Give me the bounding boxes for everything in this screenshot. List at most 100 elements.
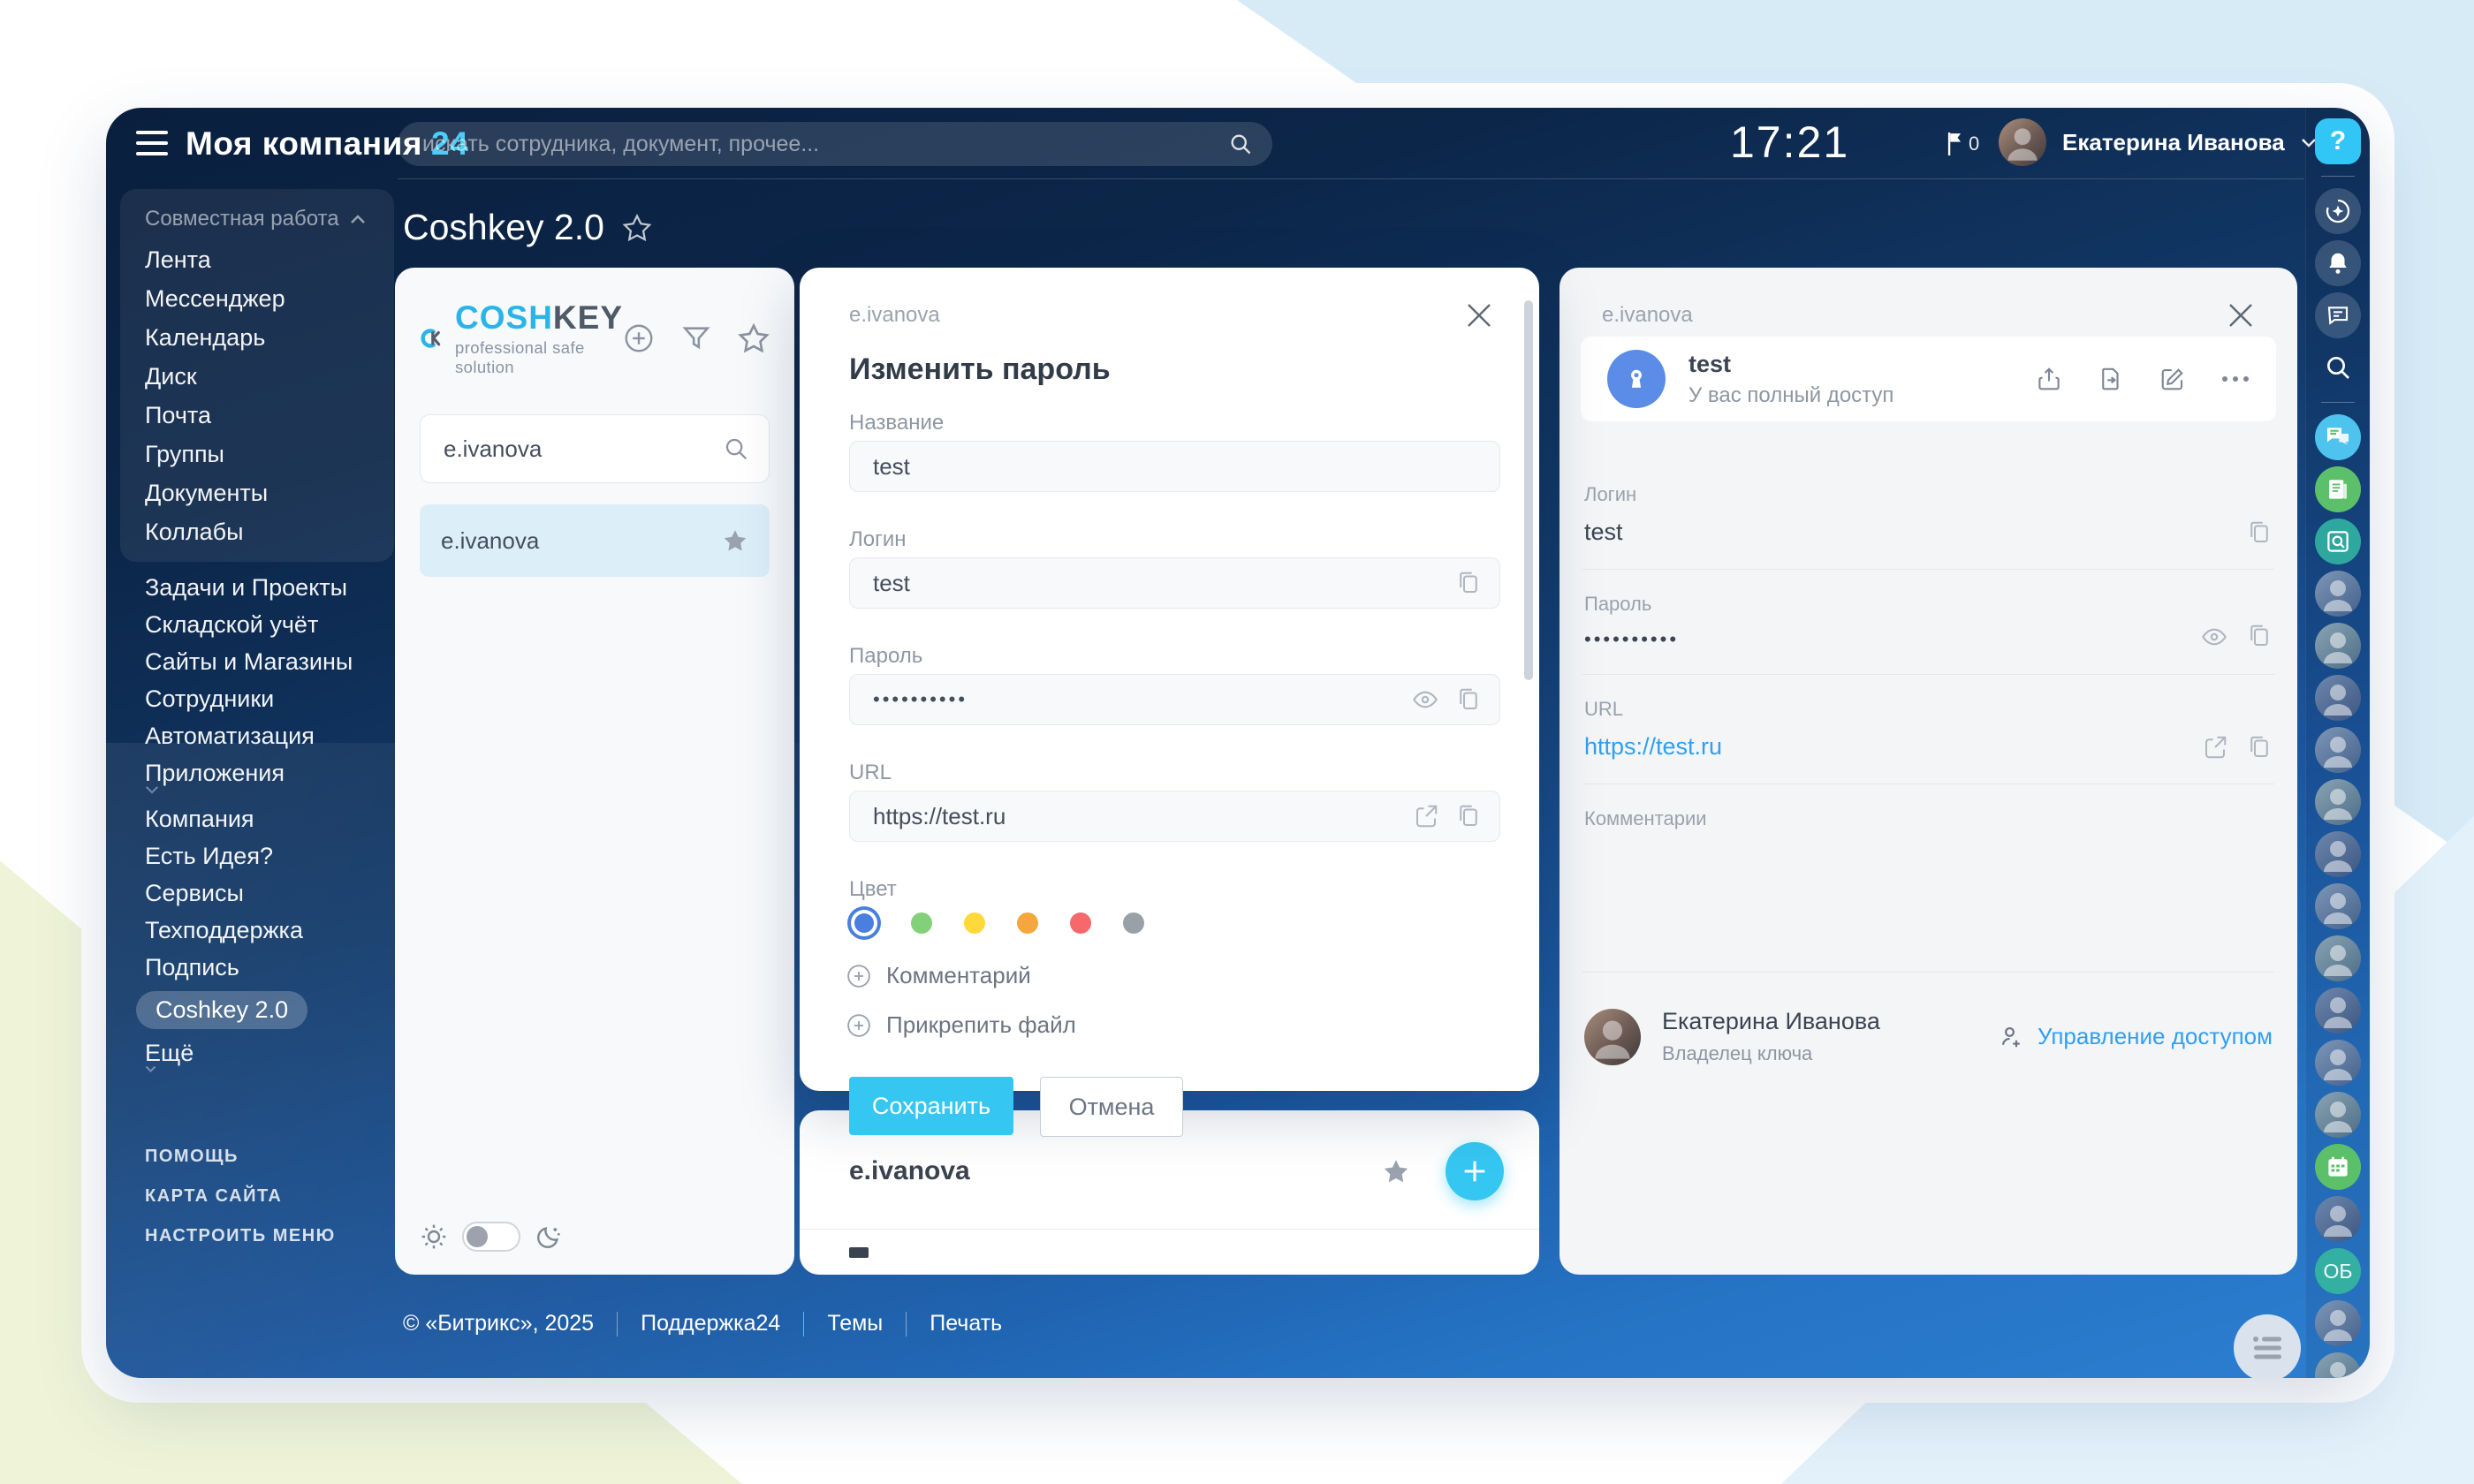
sidebar-item-feed[interactable]: Лента [145, 246, 211, 273]
sidebar-item-disk[interactable]: Диск [145, 363, 197, 390]
sidebar-item-employees[interactable]: Сотрудники [145, 685, 275, 712]
add-key-button[interactable] [1446, 1142, 1504, 1200]
rail-avatar[interactable] [2315, 1040, 2361, 1086]
color-option-red[interactable] [1070, 912, 1091, 934]
filter-icon[interactable] [681, 323, 711, 353]
name-input[interactable] [850, 452, 1499, 481]
starred-icon[interactable] [722, 528, 748, 553]
help-button[interactable]: ? [2315, 118, 2361, 164]
sidebar-item-automation[interactable]: Автоматизация [145, 723, 315, 749]
copilot-ai-icon[interactable] [2315, 188, 2361, 234]
save-button[interactable]: Сохранить [849, 1077, 1013, 1135]
sidebar-link-configure-menu[interactable]: НАСТРОИТЬ МЕНЮ [145, 1226, 336, 1246]
flag-counter[interactable]: 0 [1946, 132, 1979, 155]
color-option-orange[interactable] [1017, 912, 1038, 934]
rail-avatar[interactable] [2315, 883, 2361, 929]
copy-icon[interactable] [2246, 734, 2273, 761]
open-link-icon[interactable] [2202, 734, 2228, 761]
footer-link-support[interactable]: Поддержка24 [641, 1311, 781, 1336]
color-option-yellow[interactable] [964, 912, 985, 934]
color-option-blue-selected[interactable] [854, 913, 874, 933]
copy-icon[interactable] [1455, 686, 1482, 713]
sidebar-link-help[interactable]: ПОМОЩЬ [145, 1147, 239, 1166]
rail-avatar[interactable] [2315, 1196, 2361, 1242]
color-option-green[interactable] [911, 912, 932, 934]
footer-link-themes[interactable]: Темы [827, 1311, 884, 1336]
password-input[interactable] [850, 688, 1411, 711]
search-icon[interactable] [1228, 132, 1253, 156]
sidebar-item-support[interactable]: Техподдержка [145, 917, 303, 943]
dark-theme-icon[interactable] [535, 1223, 563, 1251]
sidebar-item-tasks[interactable]: Задачи и Проекты [145, 574, 348, 601]
theme-toggle[interactable] [462, 1222, 520, 1252]
add-comment-link[interactable]: Комментарий [846, 962, 1031, 989]
rail-avatar[interactable] [2315, 1092, 2361, 1138]
rail-avatar[interactable] [2315, 779, 2361, 825]
manage-access-link[interactable]: Управление доступом [1999, 1023, 2273, 1050]
favorites-filter-icon[interactable] [738, 323, 770, 353]
notifications-bell-icon[interactable] [2315, 240, 2361, 286]
sidebar-link-sitemap[interactable]: КАРТА САЙТА [145, 1186, 283, 1206]
global-search-input[interactable] [398, 131, 1228, 157]
show-password-icon[interactable] [2200, 623, 2228, 651]
rail-search-icon[interactable] [2315, 344, 2361, 390]
rail-initials-badge[interactable]: ОБ [2315, 1248, 2361, 1294]
favorite-star-icon[interactable] [622, 213, 652, 242]
quick-menu-button[interactable] [2234, 1314, 2301, 1378]
share-icon[interactable] [2036, 365, 2062, 393]
user-avatar[interactable] [1999, 118, 2046, 166]
add-key-icon[interactable] [623, 322, 655, 354]
sidebar-item-company[interactable]: Компания [145, 806, 254, 832]
sidebar-item-documents[interactable]: Документы [145, 480, 269, 506]
starred-icon[interactable] [1382, 1158, 1410, 1185]
more-actions-icon[interactable] [2221, 375, 2250, 383]
rail-avatar[interactable] [2315, 675, 2361, 721]
messenger-app-icon[interactable] [2315, 414, 2361, 460]
attach-file-link[interactable]: Прикрепить файл [846, 1011, 1076, 1039]
url-link[interactable]: https://test.ru [1584, 733, 1723, 760]
sidebar-item-messenger[interactable]: Мессенджер [145, 285, 285, 312]
cancel-button[interactable]: Отмена [1040, 1077, 1183, 1137]
scrollbar-thumb[interactable] [1524, 300, 1533, 680]
copy-icon[interactable] [1455, 803, 1482, 829]
sidebar-item-mail[interactable]: Почта [145, 402, 211, 428]
close-icon[interactable] [1463, 299, 1495, 331]
doc-search-app-icon[interactable] [2315, 519, 2361, 564]
rail-avatar[interactable] [2315, 1300, 2361, 1346]
user-menu[interactable]: Екатерина Иванова [1999, 118, 2317, 166]
url-input[interactable] [850, 802, 1413, 830]
rail-avatar[interactable] [2315, 831, 2361, 877]
rail-avatar[interactable] [2315, 623, 2361, 669]
light-theme-icon[interactable] [420, 1223, 448, 1251]
group-row-label[interactable]: e.ivanova [849, 1156, 970, 1185]
sidebar-item-more[interactable]: Ещё [120, 1034, 394, 1079]
sidebar-item-apps[interactable]: Приложения [120, 754, 394, 800]
rail-avatar[interactable] [2315, 727, 2361, 773]
footer-link-print[interactable]: Печать [930, 1311, 1003, 1336]
rail-avatar[interactable] [2315, 1352, 2361, 1378]
copy-icon[interactable] [2246, 623, 2273, 649]
close-icon[interactable] [2225, 299, 2257, 331]
edit-icon[interactable] [2159, 365, 2186, 393]
export-file-icon[interactable] [2098, 365, 2124, 393]
show-password-icon[interactable] [1411, 685, 1439, 714]
sidebar-item-calendar[interactable]: Календарь [145, 324, 266, 351]
copy-icon[interactable] [1455, 570, 1482, 596]
hamburger-menu-icon[interactable] [136, 131, 168, 155]
login-input[interactable] [850, 569, 1455, 597]
coshkey-search[interactable] [420, 414, 793, 483]
color-option-gray[interactable] [1123, 912, 1144, 934]
news-app-icon[interactable] [2315, 466, 2361, 512]
calendar-app-icon[interactable] [2315, 1144, 2361, 1190]
sidebar-item-groups[interactable]: Группы [145, 441, 224, 467]
sidebar-item-inventory[interactable]: Складской учёт [145, 611, 319, 638]
open-link-icon[interactable] [1413, 803, 1439, 829]
sidebar-item-sites[interactable]: Сайты и Магазины [145, 648, 353, 675]
sidebar-group-title[interactable]: Совместная работа [120, 198, 394, 240]
key-list-item[interactable]: e.ivanova [420, 504, 770, 577]
rail-avatar[interactable] [2315, 935, 2361, 981]
sidebar-item-coshkey-active[interactable]: Coshkey 2.0 [136, 991, 308, 1029]
chat-icon[interactable] [2315, 292, 2361, 338]
copy-icon[interactable] [2246, 519, 2273, 546]
coshkey-search-input[interactable] [421, 435, 793, 463]
